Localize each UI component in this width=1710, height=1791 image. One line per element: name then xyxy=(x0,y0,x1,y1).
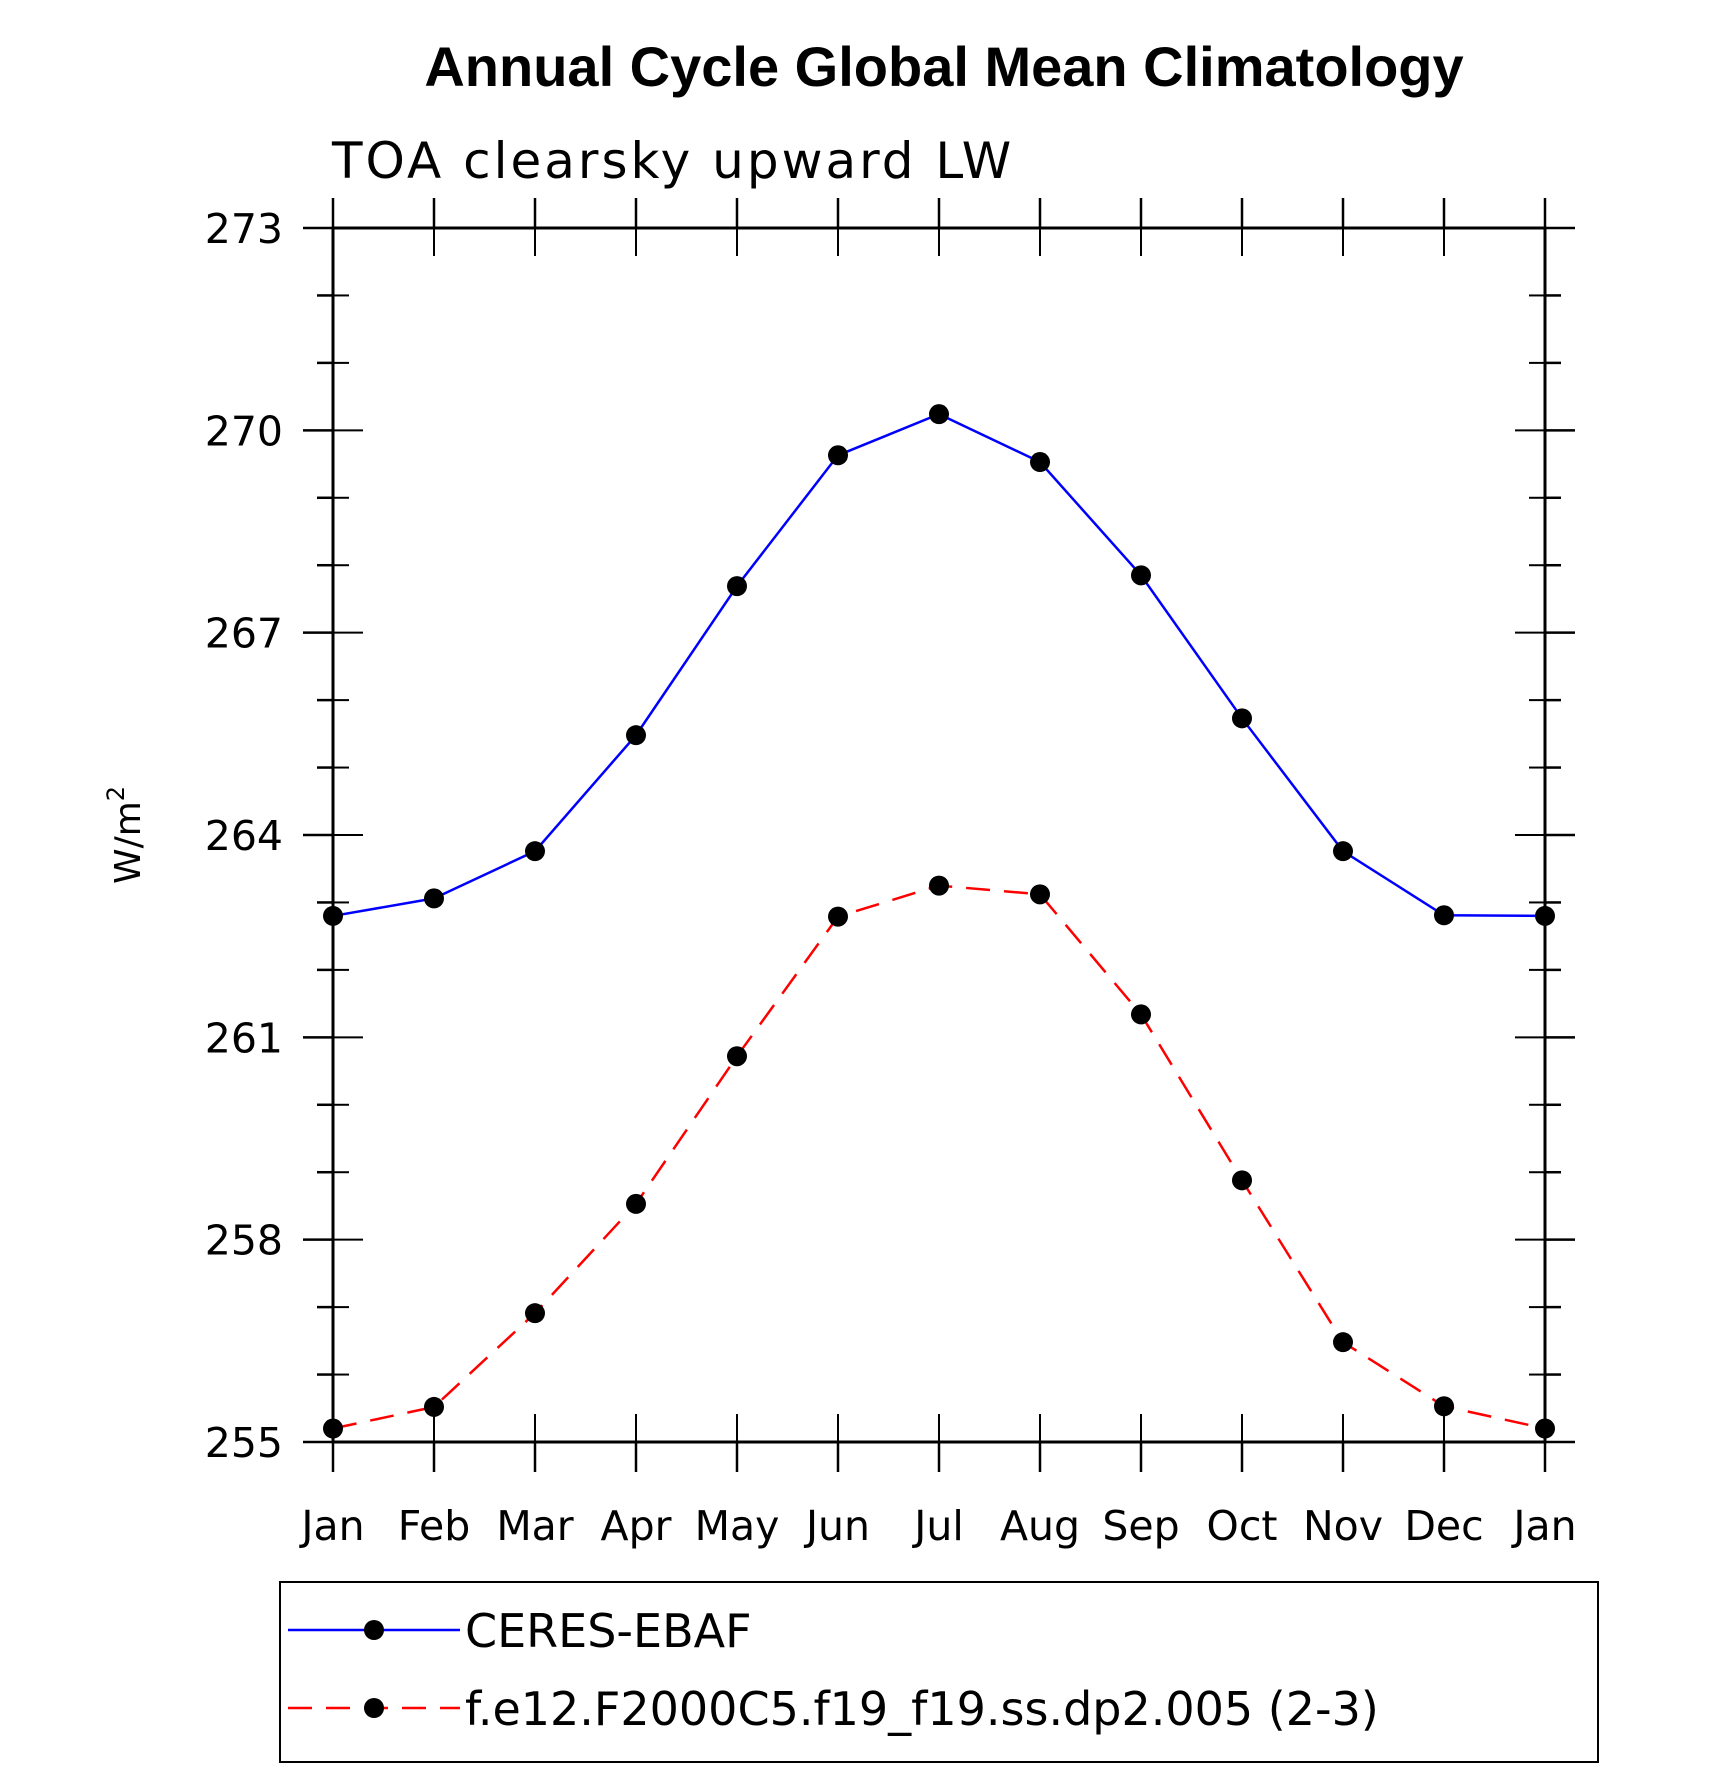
series-0-point xyxy=(1333,841,1353,862)
x-tick-label: Aug xyxy=(1000,1502,1080,1550)
y-tick-label: 267 xyxy=(205,610,283,658)
series-1-point xyxy=(626,1193,646,1214)
series-line-0 xyxy=(332,412,1546,918)
y-tick-label: 270 xyxy=(205,407,283,455)
series-0-point xyxy=(929,404,949,425)
x-tick-label: May xyxy=(695,1502,780,1550)
chart-subtitle: TOA clearsky upward LW xyxy=(331,132,1014,190)
x-tick-label: Nov xyxy=(1303,1502,1383,1550)
y-axis-label: W/m2 xyxy=(102,786,149,884)
series-1-point xyxy=(929,875,949,896)
y-axis-ticks: 255 258 261 264 267 270 273 xyxy=(205,205,1575,1467)
series-0-point xyxy=(323,905,343,926)
series-0-point xyxy=(1131,565,1151,586)
series-1-point xyxy=(1030,884,1050,905)
legend-swatch-marker xyxy=(364,1620,384,1640)
x-tick-label: Mar xyxy=(496,1502,573,1550)
series-1-point xyxy=(1232,1170,1252,1191)
x-tick-label: Jan xyxy=(1510,1502,1576,1550)
series-1-point xyxy=(1434,1396,1454,1417)
series-0-point xyxy=(626,725,646,746)
series-1-point xyxy=(727,1046,747,1067)
series-0-point xyxy=(1434,905,1454,926)
x-tick-label: Apr xyxy=(601,1502,672,1550)
series-1-point xyxy=(424,1396,444,1417)
series-1-point xyxy=(828,906,848,927)
legend-entries: CERES-EBAF f.e12.F2000C5.f19_f19.ss.dp2.0… xyxy=(288,1604,1379,1736)
legend-label: f.e12.F2000C5.f19_f19.ss.dp2.005 (2-3) xyxy=(465,1682,1379,1736)
legend-label: CERES-EBAF xyxy=(465,1604,752,1658)
series-1-point xyxy=(1535,1418,1555,1439)
series-0-point xyxy=(1030,452,1050,473)
y-tick-label: 264 xyxy=(205,812,283,860)
legend: CERES-EBAF f.e12.F2000C5.f19_f19.ss.dp2.0… xyxy=(279,1581,1599,1763)
series-0-point xyxy=(727,576,747,597)
y-axis-label-superscript: 2 xyxy=(102,786,130,801)
series-1-point xyxy=(525,1303,545,1324)
legend-box xyxy=(279,1581,1599,1763)
x-tick-label: Oct xyxy=(1207,1502,1278,1550)
x-tick-label: Feb xyxy=(398,1502,471,1550)
x-tick-label: Dec xyxy=(1404,1502,1483,1550)
x-tick-label: Jul xyxy=(911,1502,963,1550)
y-tick-label: 273 xyxy=(205,205,283,253)
series-layer xyxy=(323,404,1555,1439)
y-tick-label: 258 xyxy=(205,1217,283,1265)
series-0-point xyxy=(1535,905,1555,926)
series-1-point xyxy=(323,1418,343,1439)
x-tick-label: Jun xyxy=(803,1502,870,1550)
y-axis-label-base: W/m xyxy=(108,801,149,884)
series-0-point xyxy=(1232,708,1252,729)
series-line-1 xyxy=(332,884,1546,1430)
series-0-point xyxy=(424,888,444,909)
legend-swatch-marker xyxy=(364,1698,384,1718)
x-tick-label: Sep xyxy=(1102,1502,1179,1550)
series-1-point xyxy=(1131,1004,1151,1025)
x-tick-label: Jan xyxy=(298,1502,364,1550)
series-0-point xyxy=(828,445,848,466)
series-0-point xyxy=(525,841,545,862)
y-tick-label: 255 xyxy=(205,1419,283,1467)
chart-title: Annual Cycle Global Mean Climatology xyxy=(424,35,1463,98)
y-tick-label: 261 xyxy=(205,1014,283,1062)
x-axis-ticks: Jan Feb Mar Apr May Jun Jul Aug Sep Oct Nov Dec Jan xyxy=(298,198,1577,1550)
series-1-point xyxy=(1333,1332,1353,1353)
